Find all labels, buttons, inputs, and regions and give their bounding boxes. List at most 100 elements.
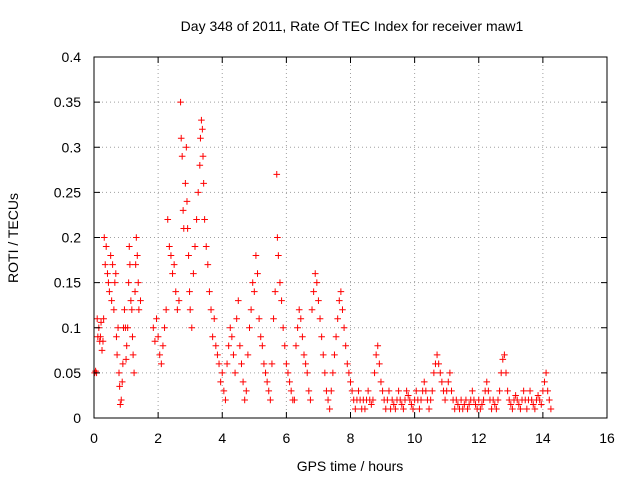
data-point	[493, 405, 500, 413]
y-tick-label: 0.1	[62, 320, 82, 336]
data-point	[417, 396, 425, 404]
data-point	[153, 315, 160, 323]
data-point	[477, 405, 484, 413]
data-point	[444, 378, 452, 386]
data-point	[273, 171, 281, 178]
data-point	[193, 216, 200, 223]
data-point	[154, 333, 162, 341]
data-point	[408, 401, 415, 408]
data-point	[400, 405, 407, 413]
data-point	[517, 405, 524, 413]
data-point	[129, 333, 136, 341]
data-point	[177, 98, 184, 106]
x-axis-label: GPS time / hours	[297, 458, 404, 474]
x-tick-label: 6	[282, 430, 290, 446]
data-point	[376, 360, 383, 368]
data-point	[267, 396, 274, 404]
data-point	[491, 401, 499, 408]
data-point	[222, 396, 229, 404]
data-point	[515, 401, 523, 408]
data-point	[398, 401, 406, 408]
data-point	[186, 306, 194, 313]
data-point	[409, 405, 417, 413]
data-point	[295, 306, 303, 313]
data-point	[116, 401, 124, 408]
data-point	[105, 279, 112, 286]
data-point	[156, 351, 164, 359]
data-point	[265, 387, 273, 395]
data-point	[175, 297, 183, 304]
data-point	[251, 288, 258, 295]
data-point	[259, 342, 266, 350]
data-point	[416, 405, 423, 413]
data-point	[499, 356, 507, 363]
data-point	[294, 324, 301, 332]
data-point	[374, 342, 382, 350]
data-point	[520, 387, 527, 395]
data-point	[496, 387, 503, 395]
chart-title: Day 348 of 2011, Rate Of TEC Index for r…	[181, 18, 524, 34]
data-point	[226, 324, 234, 332]
data-point	[99, 337, 107, 345]
data-point	[215, 360, 223, 368]
data-point	[485, 387, 492, 395]
data-point	[300, 351, 308, 359]
data-point	[342, 342, 349, 350]
data-point	[257, 333, 265, 341]
data-point	[119, 360, 127, 368]
data-point	[218, 369, 226, 377]
data-point	[228, 333, 236, 341]
data-point	[332, 333, 340, 341]
data-point	[209, 333, 216, 341]
data-point	[302, 360, 309, 368]
y-tick-label: 0.2	[62, 230, 82, 246]
y-tick-label: 0	[73, 410, 81, 426]
data-point	[369, 396, 377, 404]
data-point	[109, 261, 116, 268]
x-tick-label: 4	[218, 430, 226, 446]
data-point	[425, 405, 433, 413]
data-point	[379, 387, 386, 395]
data-point	[352, 405, 359, 413]
data-point	[252, 252, 260, 259]
data-point	[166, 243, 173, 250]
data-point	[207, 306, 215, 313]
data-point	[194, 189, 202, 196]
data-point	[127, 297, 135, 304]
data-point	[337, 288, 345, 295]
tick-labels: 0 2 4 6 8 10 12 14 16 0 0.05 0.1 0.15 0.2 0.25 0.3 0.35 0…	[54, 49, 615, 446]
data-point	[509, 405, 516, 413]
data-point	[531, 405, 539, 413]
data-point	[287, 387, 295, 395]
data-point	[284, 369, 292, 377]
data-point	[188, 324, 196, 332]
data-point	[113, 333, 120, 341]
data-point	[299, 333, 306, 341]
data-point	[545, 396, 553, 404]
data-point	[270, 315, 277, 323]
data-point	[478, 401, 486, 408]
data-point	[214, 351, 221, 359]
data-point	[131, 288, 139, 295]
data-point	[230, 351, 237, 359]
data-point	[191, 243, 199, 250]
axis-ticks	[93, 56, 608, 419]
data-point	[281, 342, 289, 350]
data-point	[100, 315, 107, 323]
data-point	[436, 369, 444, 377]
data-point	[501, 351, 508, 359]
data-point	[164, 216, 172, 223]
data-point	[98, 347, 106, 354]
data-point	[242, 387, 250, 395]
data-point	[183, 198, 191, 205]
data-point	[480, 396, 487, 404]
data-point	[542, 369, 550, 377]
data-point	[355, 387, 362, 395]
data-point	[536, 396, 543, 404]
data-point	[134, 279, 142, 286]
data-point	[186, 288, 193, 295]
data-point	[223, 360, 231, 368]
data-point	[198, 116, 205, 124]
data-point	[278, 297, 285, 304]
